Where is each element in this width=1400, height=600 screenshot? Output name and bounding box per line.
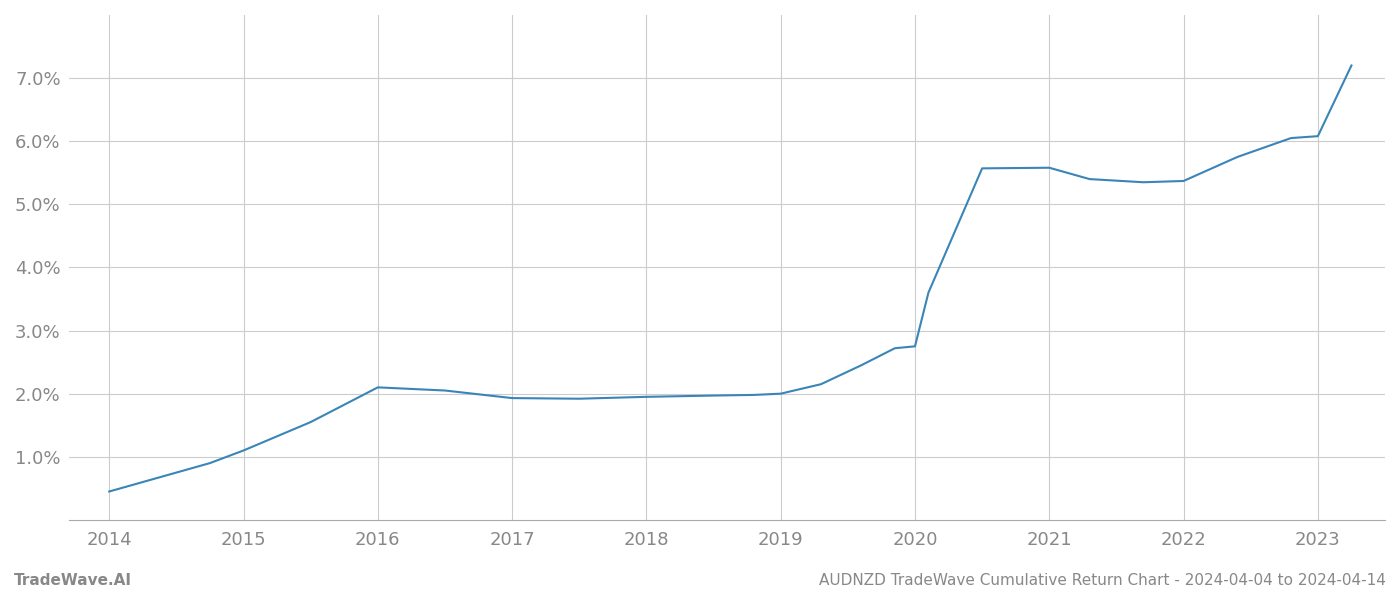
Text: TradeWave.AI: TradeWave.AI [14, 573, 132, 588]
Text: AUDNZD TradeWave Cumulative Return Chart - 2024-04-04 to 2024-04-14: AUDNZD TradeWave Cumulative Return Chart… [819, 573, 1386, 588]
